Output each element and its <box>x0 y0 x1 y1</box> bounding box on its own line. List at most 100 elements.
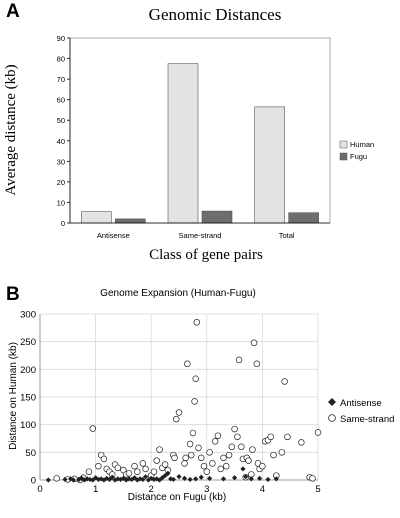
point-same-strand <box>235 356 243 364</box>
point-antisense <box>243 474 249 480</box>
point-antisense <box>67 476 74 482</box>
point-same-strand <box>193 319 201 326</box>
x-category-label: Antisense <box>97 231 130 240</box>
point-antisense <box>109 474 115 480</box>
legend-b-samestrand-label: Same-strand <box>340 414 394 425</box>
point-same-strand <box>220 454 227 462</box>
chart-b-gridlines <box>39 313 319 481</box>
point-same-strand <box>161 461 169 468</box>
legend-b-antisense-label: Antisense <box>340 398 382 409</box>
point-antisense <box>170 476 177 483</box>
y-tick-label: 70 <box>57 75 65 84</box>
point-antisense <box>220 476 227 482</box>
chart-a-title: Genomic Distances <box>149 5 282 24</box>
chart-b-title: Genome Expansion (Human-Fugu) <box>100 288 256 299</box>
point-antisense <box>206 475 213 481</box>
y-tick-label: 60 <box>57 96 65 105</box>
point-antisense <box>98 476 104 482</box>
chart-a-y-axis: 0 10 20 30 40 50 60 70 80 90 <box>57 34 71 228</box>
point-same-strand <box>125 470 133 477</box>
point-same-strand <box>249 446 256 453</box>
point-same-strand <box>298 439 305 446</box>
legend-a-fugu-swatch <box>339 152 348 161</box>
y-tick-label: 90 <box>57 34 65 43</box>
point-same-strand <box>231 425 238 433</box>
point-same-strand <box>245 457 252 464</box>
point-antisense <box>165 470 171 476</box>
panel-b: B Genome Expansion (Human-Fugu) 05010015… <box>6 284 394 503</box>
point-same-strand <box>206 449 213 456</box>
point-same-strand <box>53 475 60 482</box>
point-antisense <box>45 477 51 483</box>
point-antisense <box>70 477 76 483</box>
point-antisense <box>232 475 238 481</box>
point-antisense <box>137 476 143 482</box>
point-same-strand <box>189 429 197 437</box>
point-same-strand <box>281 378 288 385</box>
y-tick-label: 150 <box>20 393 36 404</box>
x-tick-label: 2 <box>149 484 154 495</box>
x-tick-label: 3 <box>204 484 209 495</box>
point-same-strand <box>134 468 141 475</box>
point-antisense <box>181 475 188 481</box>
point-same-strand <box>238 443 245 451</box>
y-tick-label: 20 <box>57 178 65 187</box>
point-antisense <box>79 475 85 481</box>
point-same-strand <box>139 460 147 467</box>
x-tick-label: 1 <box>93 484 98 495</box>
y-tick-label: 300 <box>20 310 36 321</box>
panel-a: A Genomic Distances 0102030405060708090 … <box>3 1 374 263</box>
point-antisense <box>120 475 126 481</box>
point-antisense <box>106 476 113 483</box>
point-same-strand <box>156 446 163 453</box>
point-same-strand <box>309 475 316 482</box>
point-antisense <box>126 476 132 482</box>
point-antisense <box>168 476 174 482</box>
x-tick-label: 0 <box>37 484 42 495</box>
x-tick-label: 5 <box>315 484 320 495</box>
y-tick-label: 40 <box>57 137 65 146</box>
legend-a-human-label: Human <box>350 140 374 149</box>
legend-a-human-swatch <box>339 140 348 149</box>
chart-a-x-axis-title: Class of gene pairs <box>149 247 263 263</box>
point-same-strand <box>150 468 158 475</box>
point-same-strand <box>114 464 122 472</box>
point-same-strand <box>209 460 216 467</box>
point-same-strand <box>267 433 274 441</box>
point-same-strand <box>181 460 188 467</box>
point-antisense <box>62 476 68 483</box>
point-antisense <box>148 475 154 481</box>
chart-b-legend: Antisense Same-strand <box>328 398 394 425</box>
y-tick-label: 80 <box>57 55 65 64</box>
bar-human-total <box>254 106 285 224</box>
y-tick-label: 50 <box>25 448 36 459</box>
chart-b-x-axis-title: Distance on Fugu (kb) <box>128 492 226 503</box>
point-same-strand <box>89 425 97 432</box>
point-same-strand <box>223 462 230 470</box>
point-antisense <box>198 474 204 480</box>
y-tick-label: 0 <box>61 219 65 228</box>
y-tick-label: 100 <box>20 420 36 431</box>
legend-a-fugu-label: Fugu <box>350 152 367 161</box>
point-same-strand <box>95 462 102 470</box>
point-same-strand <box>217 465 224 473</box>
point-antisense <box>84 476 90 482</box>
point-same-strand <box>175 409 183 416</box>
y-tick-label: 200 <box>20 365 36 376</box>
point-same-strand <box>171 454 178 462</box>
point-same-strand <box>153 457 161 464</box>
point-same-strand <box>250 339 258 347</box>
y-tick-label: 250 <box>20 337 36 348</box>
chart-b-y-axis-title: Distance on Human (kb) <box>8 342 19 450</box>
point-same-strand <box>187 451 195 459</box>
bar-human-same-strand <box>167 63 199 224</box>
bar-human-antisense <box>81 211 112 224</box>
point-antisense <box>273 476 279 482</box>
point-antisense <box>76 476 82 483</box>
panel-a-label: A <box>6 1 20 22</box>
y-tick-label: 30 <box>57 157 65 166</box>
point-same-strand <box>172 415 180 423</box>
point-antisense <box>115 476 121 482</box>
point-antisense <box>193 476 199 482</box>
